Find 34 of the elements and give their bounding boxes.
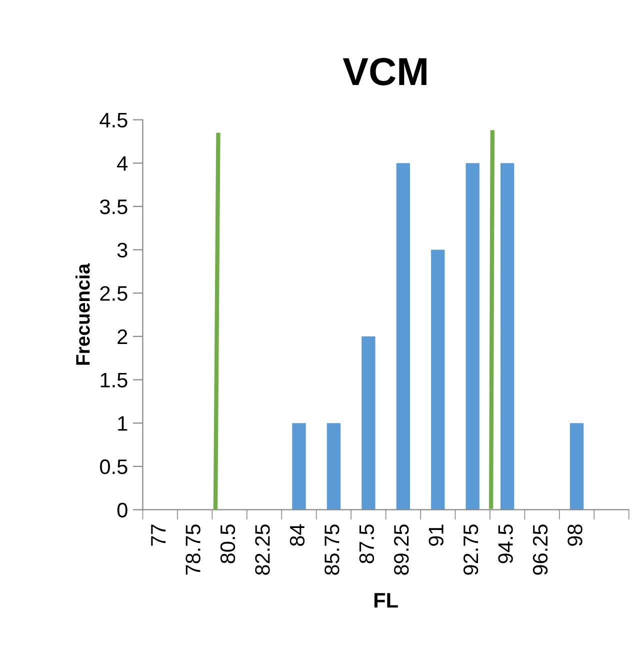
x-tick-label: 85.75 <box>324 524 340 575</box>
y-tick-label: 4 <box>117 156 128 171</box>
bar <box>362 336 376 510</box>
y-tick-label: 2 <box>118 329 128 344</box>
y-tick-label: 0 <box>117 502 128 518</box>
x-tick-label: 87.5 <box>359 524 374 564</box>
x-tick-label: 92.75 <box>463 524 478 575</box>
x-tick-label: 77 <box>151 524 166 546</box>
bar <box>326 423 341 510</box>
bar <box>292 423 306 510</box>
y-tick-label: 3 <box>117 242 128 258</box>
y-tick-label: 1.5 <box>100 372 128 388</box>
x-tick-label: 80.5 <box>220 524 236 564</box>
y-tick-label: 0.5 <box>100 459 128 474</box>
bar <box>396 163 410 510</box>
x-tick-label: 94.5 <box>498 524 513 564</box>
x-tick-label: 96.25 <box>532 524 548 575</box>
x-tick-label: 98 <box>568 524 582 546</box>
y-tick-label: 2.5 <box>100 286 128 301</box>
bar <box>570 423 584 510</box>
y-tick-label: 4.5 <box>100 113 128 128</box>
y-tick-label: 1 <box>118 416 128 431</box>
bar <box>431 250 445 510</box>
chart-title: VCM <box>342 58 426 86</box>
bar <box>466 163 480 510</box>
y-axis-title: Frecuencia <box>76 263 90 365</box>
x-axis-title: FL <box>374 593 398 608</box>
x-tick-label: 89.25 <box>394 524 409 575</box>
x-tick-label: 84 <box>290 524 305 546</box>
bar <box>500 163 514 510</box>
y-tick-label: 3.5 <box>100 199 128 214</box>
x-tick-label: 82.25 <box>255 524 270 575</box>
x-tick-label: 78.75 <box>186 524 200 575</box>
x-tick-label: 91 <box>428 524 444 546</box>
